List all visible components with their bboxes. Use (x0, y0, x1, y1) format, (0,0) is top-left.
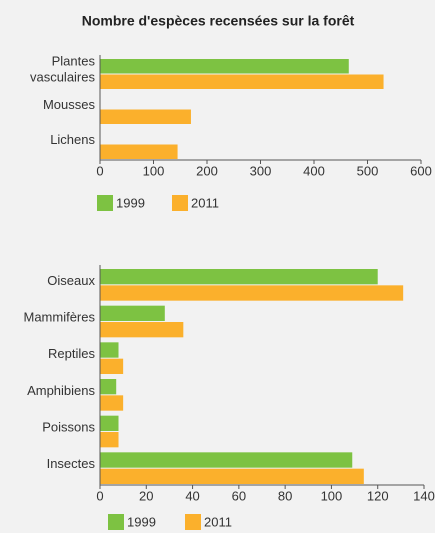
x-tick-label: 500 (357, 163, 379, 178)
y-tick-label: Poissons (42, 419, 95, 434)
x-tick-label: 200 (196, 163, 218, 178)
x-tick-label: 300 (250, 163, 272, 178)
bar (100, 395, 124, 411)
chart-title: Nombre d'espèces recensées sur la forêt (82, 13, 355, 29)
bar (100, 432, 119, 448)
bar (100, 452, 353, 468)
legend-label: 1999 (127, 514, 156, 529)
bar (100, 144, 178, 159)
x-tick-label: 100 (143, 163, 165, 178)
x-tick-label: 120 (367, 488, 389, 503)
bar (100, 305, 165, 321)
bar (100, 269, 378, 285)
legend-swatch (172, 195, 188, 211)
y-tick-label: Mousses (43, 97, 96, 112)
legend-swatch (185, 514, 201, 530)
y-tick-label: Reptiles (48, 346, 95, 361)
bar (100, 74, 384, 89)
x-tick-label: 100 (321, 488, 343, 503)
legend-label: 2011 (204, 514, 232, 529)
y-tick-label: Lichens (50, 132, 95, 147)
x-tick-label: 600 (410, 163, 432, 178)
bar (100, 415, 119, 431)
y-tick-label: Oiseaux (47, 273, 95, 288)
x-tick-label: 60 (232, 488, 246, 503)
y-tick-label: Insectes (47, 456, 96, 471)
x-tick-label: 80 (278, 488, 292, 503)
bar (100, 379, 117, 395)
bar (100, 109, 191, 124)
bar (100, 322, 184, 338)
x-tick-label: 140 (413, 488, 435, 503)
bar (100, 59, 349, 74)
y-tick-label: Mammifères (23, 309, 95, 324)
x-tick-label: 0 (96, 163, 103, 178)
x-tick-label: 0 (96, 488, 103, 503)
legend-label: 1999 (116, 195, 145, 210)
legend-swatch (108, 514, 124, 530)
y-tick-label: Plantes vasculaires (30, 54, 96, 85)
bar (100, 358, 124, 374)
legend-swatch (97, 195, 113, 211)
bar (100, 285, 404, 301)
x-tick-label: 400 (303, 163, 325, 178)
bar (100, 342, 119, 358)
legend-label: 2011 (191, 195, 219, 210)
x-tick-label: 40 (185, 488, 199, 503)
bar (100, 468, 364, 484)
y-tick-label: Amphibiens (27, 383, 95, 398)
x-tick-label: 20 (139, 488, 153, 503)
